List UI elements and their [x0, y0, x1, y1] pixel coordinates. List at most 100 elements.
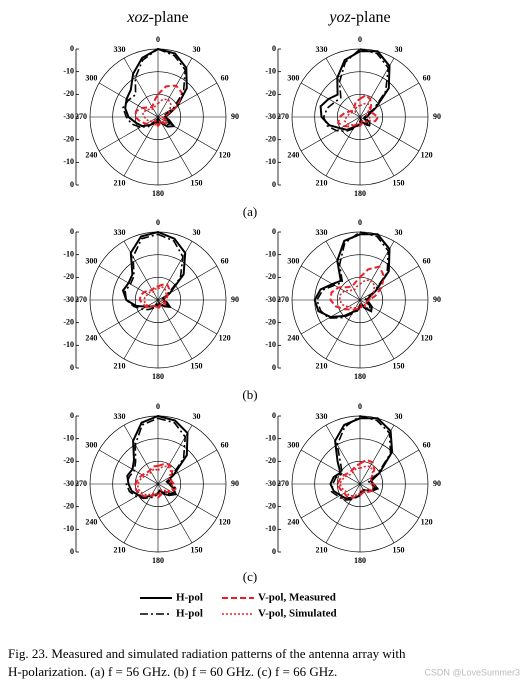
angle-label: 30 [193, 228, 201, 237]
grid-spoke [359, 265, 420, 301]
angle-label: 60 [423, 73, 431, 82]
angle-label: 330 [114, 412, 126, 421]
radial-tick-label: -20 [265, 89, 276, 98]
angle-label: 90 [433, 295, 441, 304]
caption-line: Fig. 23. Measured and simulated radiatio… [8, 646, 406, 661]
grid-spoke [359, 449, 420, 485]
angle-label: 150 [393, 179, 405, 188]
angle-label: 0 [358, 218, 362, 227]
radial-tick-label: -30 [265, 112, 276, 121]
radial-tick-label: 0 [272, 363, 276, 372]
pattern-line [313, 233, 391, 319]
angle-label: 330 [114, 45, 126, 54]
angle-label: 210 [316, 546, 328, 555]
grid-spoke [359, 483, 395, 544]
grid-spoke [300, 116, 361, 152]
pattern-line [338, 279, 376, 309]
pattern-line [125, 417, 187, 500]
pattern-line [336, 93, 380, 128]
legend-label: V-pol, Measured [258, 592, 336, 604]
grid-spoke [98, 299, 159, 335]
angle-label: 270 [277, 295, 289, 304]
radial-tick-label: 0 [70, 227, 74, 236]
radial-tick-label: -20 [265, 317, 276, 326]
grid-spoke [300, 449, 361, 485]
radial-tick-label: 0 [272, 411, 276, 420]
radial-tick-label: -20 [265, 272, 276, 281]
grid-spoke [359, 424, 395, 485]
radial-tick-label: -10 [63, 340, 74, 349]
angle-label: 30 [193, 412, 201, 421]
radial-tick-label: 0 [70, 363, 74, 372]
grid-spoke [123, 116, 159, 177]
radial-tick-label: 0 [70, 411, 74, 420]
angle-label: 90 [433, 112, 441, 121]
grid-spoke [157, 483, 218, 519]
angle-label: 240 [85, 517, 97, 526]
angle-label: 300 [85, 73, 97, 82]
radial-tick-label: -10 [265, 524, 276, 533]
radial-tick-label: 0 [272, 180, 276, 189]
radial-tick-label: -20 [63, 501, 74, 510]
pattern-line [138, 283, 171, 311]
angle-label: 90 [231, 295, 239, 304]
angle-label: 300 [85, 256, 97, 265]
grid-spoke [157, 116, 218, 152]
radial-tick-label: -10 [63, 433, 74, 442]
angle-label: 0 [156, 35, 160, 44]
grid-spoke [359, 116, 395, 177]
angle-label: 330 [316, 412, 328, 421]
grid-spoke [325, 424, 361, 485]
radial-tick-label: -10 [265, 66, 276, 75]
radial-tick-label: -30 [265, 295, 276, 304]
pattern-line [136, 465, 175, 497]
column-title: yoz-plane [327, 9, 390, 26]
angle-label: 270 [75, 112, 87, 121]
grid-spoke [98, 449, 159, 485]
grid-spoke [157, 449, 218, 485]
radial-tick-label: -20 [63, 317, 74, 326]
radial-tick-label: 0 [70, 44, 74, 53]
angle-label: 0 [156, 402, 160, 411]
panel-label: (c) [243, 569, 257, 584]
panel-label: (b) [242, 387, 257, 402]
angle-label: 330 [316, 45, 328, 54]
radial-tick-label: -10 [63, 157, 74, 166]
angle-label: 120 [421, 150, 433, 159]
radial-tick-label: -30 [63, 479, 74, 488]
legend-label: V-pol, Simulated [258, 608, 337, 620]
pattern-line [336, 458, 377, 499]
angle-label: 60 [221, 440, 229, 449]
grid-spoke [157, 240, 193, 301]
angle-label: 120 [421, 333, 433, 342]
angle-label: 270 [277, 112, 289, 121]
angle-label: 300 [287, 73, 299, 82]
pattern-line [316, 231, 390, 319]
pattern-line [134, 463, 177, 499]
grid-spoke [359, 299, 395, 360]
column-title-italic: yoz [327, 9, 351, 26]
angle-label: 240 [85, 150, 97, 159]
angle-label: 60 [221, 256, 229, 265]
angle-label: 60 [221, 73, 229, 82]
radial-tick-label: -10 [63, 524, 74, 533]
angle-label: 210 [114, 362, 126, 371]
angle-label: 270 [277, 479, 289, 488]
angle-label: 240 [287, 150, 299, 159]
angle-label: 300 [85, 440, 97, 449]
angle-label: 60 [423, 256, 431, 265]
radial-tick-label: -30 [265, 479, 276, 488]
radial-tick-label: -30 [63, 112, 74, 121]
pattern-line [343, 102, 373, 126]
angle-label: 90 [231, 112, 239, 121]
angle-label: 180 [152, 556, 164, 565]
column-title: xoz-plane [126, 9, 188, 26]
angle-label: 150 [393, 362, 405, 371]
legend-label: H-pol [176, 592, 203, 604]
radial-tick-label: -20 [63, 134, 74, 143]
legend-label: H-pol [176, 608, 203, 620]
angle-label: 240 [287, 333, 299, 342]
radial-tick-label: 0 [70, 180, 74, 189]
column-title-text: -plane [351, 9, 391, 26]
